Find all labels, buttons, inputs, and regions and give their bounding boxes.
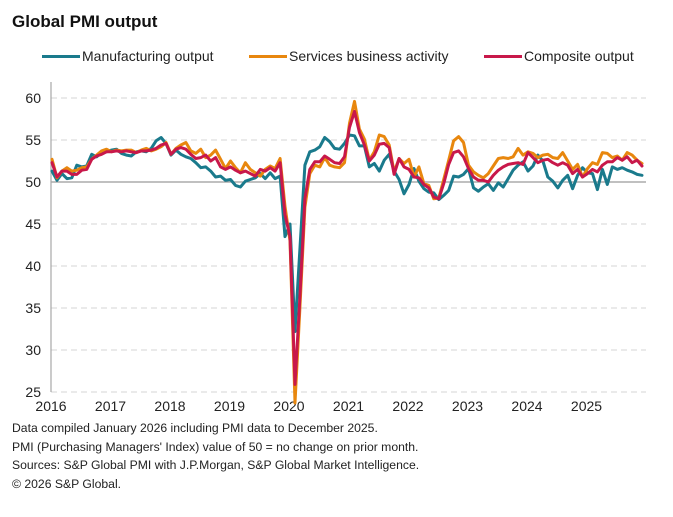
chart-title: Global PMI output: [12, 12, 158, 31]
x-tick-label: 2019: [214, 398, 245, 414]
gridlines: [51, 97, 646, 393]
y-tick-label: 45: [25, 216, 41, 232]
x-tick-label: 2018: [154, 398, 185, 414]
y-tick-label: 30: [25, 342, 41, 358]
series-lines: [50, 99, 644, 405]
note-compiled: Data compiled January 2026 including PMI…: [12, 421, 378, 435]
legend-label-manufacturing: Manufacturing output: [82, 48, 214, 64]
chart-legend: Manufacturing output Services business a…: [0, 48, 673, 68]
x-tick-label: 2020: [273, 398, 304, 414]
x-tick-label: 2016: [35, 398, 66, 414]
y-tick-label: 55: [25, 132, 41, 148]
x-tick-label: 2024: [511, 398, 542, 414]
note-pmi-definition: PMI (Purchasing Managers' Index) value o…: [12, 439, 419, 454]
legend-label-composite: Composite output: [524, 48, 634, 64]
legend-swatch-composite: [484, 54, 522, 58]
legend-label-services: Services business activity: [289, 48, 449, 64]
x-tick-label: 2025: [571, 398, 602, 414]
y-tick-label: 35: [25, 300, 41, 316]
legend-item-manufacturing: Manufacturing output: [42, 48, 214, 64]
x-tick-label: 2023: [452, 398, 483, 414]
chart-notes: Data compiled January 2026 including PMI…: [12, 419, 419, 493]
legend-item-composite: Composite output: [484, 48, 634, 64]
y-tick-label: 25: [25, 384, 41, 400]
legend-swatch-manufacturing: [42, 54, 80, 58]
y-tick-label: 40: [25, 258, 41, 274]
y-tick-label: 60: [25, 90, 41, 106]
composite-output-line: [50, 109, 644, 386]
note-copyright: © 2026 S&P Global.: [12, 476, 122, 491]
legend-item-services: Services business activity: [249, 48, 449, 64]
x-tick-label: 2021: [333, 398, 364, 414]
x-axis-ticks: 2016 2017 2018 2019 2020 2021 2022 2023 2024 2025: [35, 398, 602, 414]
note-sources: Sources: S&P Global PMI with J.P.Morgan,…: [12, 458, 420, 472]
legend-swatch-services: [249, 54, 287, 58]
y-axis-ticks: 25 30 35 40 45 50 55 60: [25, 90, 41, 400]
x-tick-label: 2022: [392, 398, 423, 414]
y-tick-label: 50: [25, 174, 41, 190]
x-tick-label: 2017: [95, 398, 126, 414]
